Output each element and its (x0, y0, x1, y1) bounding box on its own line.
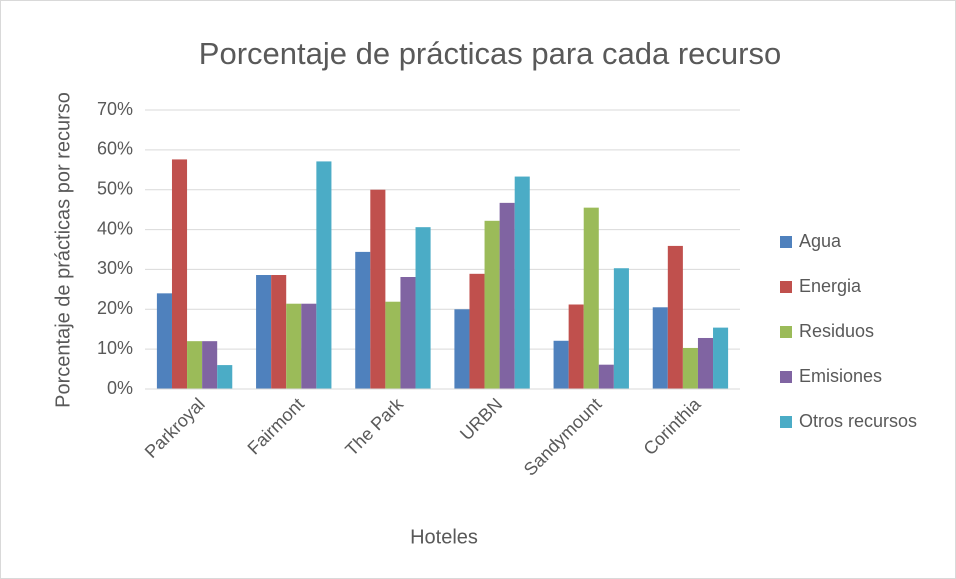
legend-swatch (780, 236, 792, 248)
bar (286, 303, 302, 389)
legend-label: Energia (799, 276, 862, 296)
y-tick-label: 10% (97, 338, 133, 358)
bar (568, 304, 584, 389)
y-tick-label: 70% (97, 99, 133, 119)
y-axis-title: Porcentaje de prácticas por recurso (52, 92, 74, 408)
bar (598, 364, 614, 389)
bar (484, 220, 500, 389)
bar (355, 251, 371, 389)
y-tick-label: 20% (97, 298, 133, 318)
bar (583, 207, 599, 389)
bar (171, 159, 188, 389)
y-tick-label: 60% (97, 139, 133, 159)
legend-swatch (780, 371, 792, 383)
x-axis-title: Hoteles (410, 526, 478, 548)
y-tick-label: 0% (107, 378, 133, 398)
y-tick-label: 40% (97, 218, 133, 238)
bar (667, 245, 683, 389)
bar (682, 347, 698, 389)
bar (652, 307, 668, 389)
legend-swatch (780, 416, 792, 428)
bar (156, 293, 172, 389)
bar (301, 303, 317, 389)
legend-label: Agua (799, 231, 842, 251)
bar (370, 189, 386, 389)
bar (271, 275, 287, 389)
bar (613, 268, 629, 389)
chart-title: Porcentaje de prácticas para cada recurs… (199, 36, 781, 71)
legend-swatch (780, 281, 792, 293)
bar (400, 277, 416, 389)
bar (499, 202, 515, 389)
legend-label: Residuos (799, 321, 874, 341)
bar (697, 337, 714, 389)
bar (202, 341, 218, 389)
bar (469, 273, 485, 389)
bar (217, 365, 233, 389)
bar (187, 341, 203, 389)
bar (316, 161, 332, 389)
bar (385, 301, 401, 389)
bar (454, 309, 470, 389)
bar (256, 275, 272, 389)
bar (713, 327, 729, 389)
legend-label: Emisiones (799, 366, 882, 386)
bar (553, 340, 569, 389)
legend-label: Otros recursos (799, 411, 917, 431)
legend-swatch (780, 326, 792, 338)
y-tick-label: 30% (97, 258, 133, 278)
y-tick-label: 50% (97, 178, 133, 198)
bar (514, 176, 530, 389)
bar (415, 227, 431, 389)
